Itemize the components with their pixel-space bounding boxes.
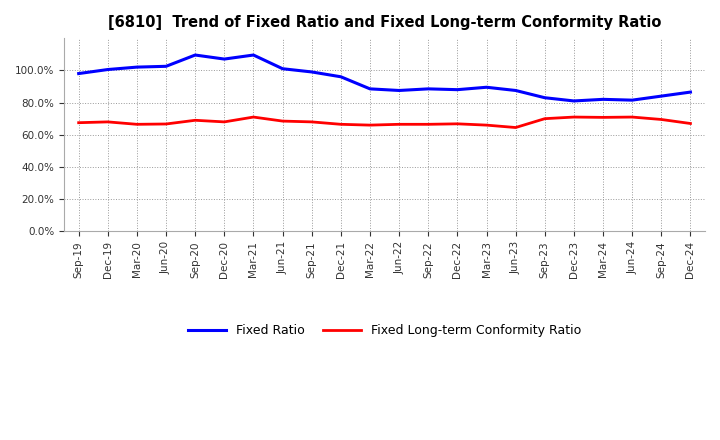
- Fixed Long-term Conformity Ratio: [424, 122, 433, 127]
- Fixed Long-term Conformity Ratio: [482, 122, 491, 128]
- Fixed Long-term Conformity Ratio: [220, 119, 229, 125]
- Line: Fixed Long-term Conformity Ratio: Fixed Long-term Conformity Ratio: [78, 117, 690, 128]
- Fixed Ratio: [336, 74, 345, 79]
- Fixed Long-term Conformity Ratio: [191, 117, 199, 123]
- Fixed Ratio: [599, 97, 608, 102]
- Fixed Long-term Conformity Ratio: [104, 119, 112, 125]
- Fixed Ratio: [424, 86, 433, 92]
- Fixed Ratio: [570, 98, 578, 103]
- Fixed Ratio: [249, 52, 258, 58]
- Fixed Long-term Conformity Ratio: [132, 122, 141, 127]
- Fixed Ratio: [162, 64, 171, 69]
- Fixed Ratio: [104, 67, 112, 72]
- Fixed Long-term Conformity Ratio: [453, 121, 462, 126]
- Fixed Ratio: [366, 86, 374, 92]
- Fixed Long-term Conformity Ratio: [541, 116, 549, 121]
- Fixed Ratio: [657, 93, 665, 99]
- Title: [6810]  Trend of Fixed Ratio and Fixed Long-term Conformity Ratio: [6810] Trend of Fixed Ratio and Fixed Lo…: [108, 15, 661, 30]
- Fixed Long-term Conformity Ratio: [249, 114, 258, 120]
- Fixed Long-term Conformity Ratio: [395, 122, 403, 127]
- Fixed Long-term Conformity Ratio: [599, 115, 608, 120]
- Fixed Long-term Conformity Ratio: [686, 121, 695, 126]
- Line: Fixed Ratio: Fixed Ratio: [78, 55, 690, 101]
- Fixed Long-term Conformity Ratio: [162, 121, 171, 127]
- Fixed Long-term Conformity Ratio: [74, 120, 83, 125]
- Fixed Long-term Conformity Ratio: [511, 125, 520, 130]
- Fixed Long-term Conformity Ratio: [628, 114, 636, 120]
- Fixed Long-term Conformity Ratio: [657, 117, 665, 122]
- Fixed Ratio: [482, 84, 491, 90]
- Legend: Fixed Ratio, Fixed Long-term Conformity Ratio: Fixed Ratio, Fixed Long-term Conformity …: [183, 319, 586, 342]
- Fixed Ratio: [541, 95, 549, 100]
- Fixed Ratio: [395, 88, 403, 93]
- Fixed Ratio: [511, 88, 520, 93]
- Fixed Ratio: [132, 65, 141, 70]
- Fixed Ratio: [278, 66, 287, 71]
- Fixed Ratio: [307, 70, 316, 75]
- Fixed Long-term Conformity Ratio: [366, 122, 374, 128]
- Fixed Long-term Conformity Ratio: [307, 119, 316, 125]
- Fixed Ratio: [191, 52, 199, 58]
- Fixed Ratio: [74, 71, 83, 76]
- Fixed Long-term Conformity Ratio: [278, 118, 287, 124]
- Fixed Ratio: [628, 98, 636, 103]
- Fixed Ratio: [686, 89, 695, 95]
- Fixed Ratio: [453, 87, 462, 92]
- Fixed Long-term Conformity Ratio: [336, 122, 345, 127]
- Fixed Long-term Conformity Ratio: [570, 114, 578, 120]
- Fixed Ratio: [220, 56, 229, 62]
